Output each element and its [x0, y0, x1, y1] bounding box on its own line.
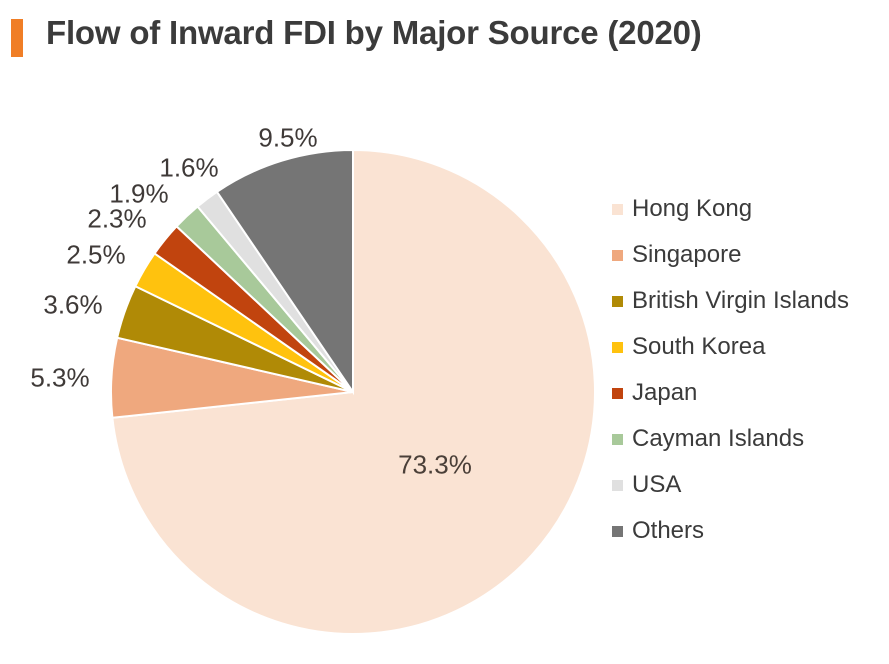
legend-item[interactable]: Cayman Islands: [612, 416, 889, 462]
pie-slice[interactable]: [215, 148, 354, 396]
pie-chart: 73.3% 5.3% 3.6% 2.5% 2.3% 1.9% 1.6% 9.5%: [0, 92, 889, 664]
pie-chart-svg: [110, 148, 596, 635]
pie-slice-value-label: 5.3%: [30, 362, 90, 393]
pie-slice-value-label: 2.3%: [87, 203, 147, 234]
pie-slice-value-label: 1.9%: [109, 178, 169, 209]
page-title: Flow of Inward FDI by Major Source (2020…: [46, 14, 702, 51]
pie-slice-value-label: 9.5%: [258, 122, 318, 153]
legend-item[interactable]: Singapore: [612, 232, 889, 278]
pie-slice-value-label: 3.6%: [43, 289, 103, 320]
legend-item-label: Singapore: [632, 241, 742, 268]
chart-legend: Hong Kong Singapore British Virgin Islands…: [612, 186, 889, 554]
legend-item[interactable]: Others: [612, 508, 889, 554]
legend-item[interactable]: Japan: [612, 370, 889, 416]
legend-item-label: Cayman Islands: [632, 425, 805, 452]
legend-item[interactable]: South Korea: [612, 324, 889, 370]
legend-color-swatch-icon: [612, 480, 623, 491]
legend-item[interactable]: USA: [612, 462, 889, 508]
pie-slice-value-label: 2.5%: [66, 239, 126, 270]
title-accent-bar: [11, 19, 23, 57]
legend-color-swatch-icon: [612, 250, 623, 261]
legend-item-label: Japan: [632, 379, 698, 406]
legend-item-label: Hong Kong: [632, 195, 753, 222]
legend-color-swatch-icon: [612, 296, 623, 307]
pie-slice-value-label: 73.3%: [398, 449, 472, 480]
legend-item-label: Others: [632, 517, 705, 544]
pie-slice-group: [110, 148, 596, 635]
legend-color-swatch-icon: [612, 526, 623, 537]
legend-item[interactable]: Hong Kong: [612, 186, 889, 232]
legend-color-swatch-icon: [612, 204, 623, 215]
legend-item-label: USA: [632, 471, 682, 498]
chart-header: Flow of Inward FDI by Major Source (2020…: [0, 0, 889, 92]
legend-color-swatch-icon: [612, 388, 623, 399]
legend-item-label: South Korea: [632, 333, 766, 360]
legend-color-swatch-icon: [612, 342, 623, 353]
legend-color-swatch-icon: [612, 434, 623, 445]
legend-item-label: British Virgin Islands: [632, 287, 849, 314]
pie-slice-value-label: 1.6%: [159, 152, 219, 183]
legend-item[interactable]: British Virgin Islands: [612, 278, 889, 324]
